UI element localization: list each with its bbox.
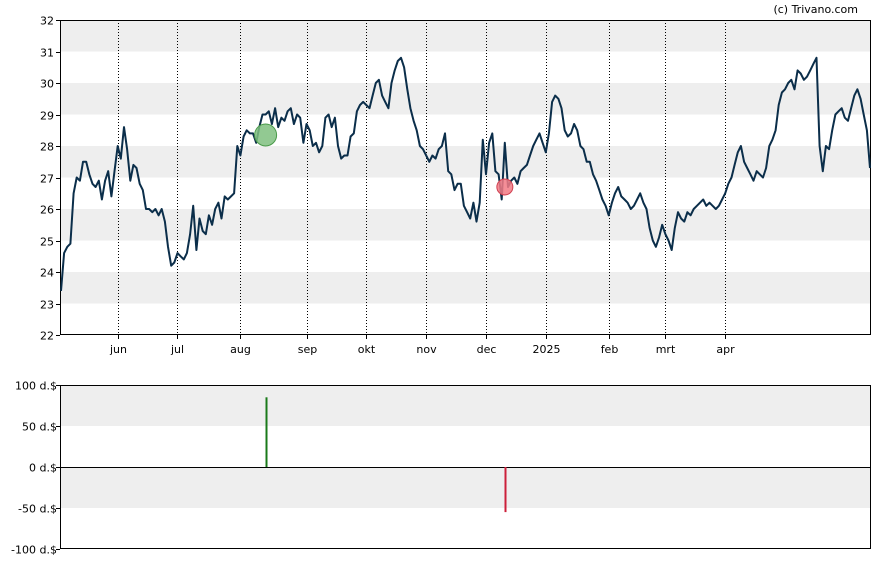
x-tick-label: jul [170, 343, 184, 356]
y-tick-label: 26 [40, 204, 54, 217]
sell-marker [496, 178, 514, 196]
x-tick-label: dec [477, 343, 497, 356]
y-tick-label: 32 [40, 15, 54, 28]
x-tick-label: mrt [656, 343, 676, 356]
grid-band [60, 20, 871, 52]
y-tick-label: 30 [40, 78, 54, 91]
y-tick-label: -100 d.$ [11, 544, 57, 557]
y-tick-label: 22 [40, 330, 54, 343]
x-tick-label: apr [716, 343, 735, 356]
x-tick-label: sep [298, 343, 317, 356]
y-tick-label: 50 d.$ [22, 421, 57, 434]
x-tick-label: jun [109, 343, 127, 356]
y-tick-label: -50 d.$ [18, 503, 57, 516]
price-line [60, 56, 871, 291]
y-tick-label: 0 d.$ [29, 462, 57, 475]
plot-frame [60, 385, 871, 549]
x-tick-label: nov [416, 343, 437, 356]
y-tick-label: 25 [40, 236, 54, 249]
y-tick-label: 24 [40, 267, 54, 280]
grid-band [60, 385, 871, 426]
grid-band [60, 467, 871, 508]
plot-frame [60, 20, 871, 335]
grid-band [60, 272, 871, 304]
buy-marker [254, 123, 278, 147]
price-chart: jun jul aug sep okt nov dec 2025 feb mrt apr 22 23 24… [40, 15, 871, 356]
grid-band [60, 83, 871, 115]
y-tick-label: 28 [40, 141, 54, 154]
credit-label: (c) Trivano.com [773, 3, 858, 16]
y-tick-label: 27 [40, 173, 54, 186]
x-tick-label: okt [358, 343, 376, 356]
transaction-chart: -100 d.$ -50 d.$ 0 d.$ 50 d.$ 100 d.$ [11, 380, 871, 557]
y-tick-label: 23 [40, 299, 54, 312]
x-tick-label: aug [230, 343, 251, 356]
y-tick-label: 29 [40, 110, 54, 123]
x-tick-label: 2025 [533, 343, 561, 356]
grid-band [60, 209, 871, 241]
y-tick-label: 100 d.$ [15, 380, 57, 393]
x-tick-label: feb [601, 343, 619, 356]
y-tick-label: 31 [40, 47, 54, 60]
